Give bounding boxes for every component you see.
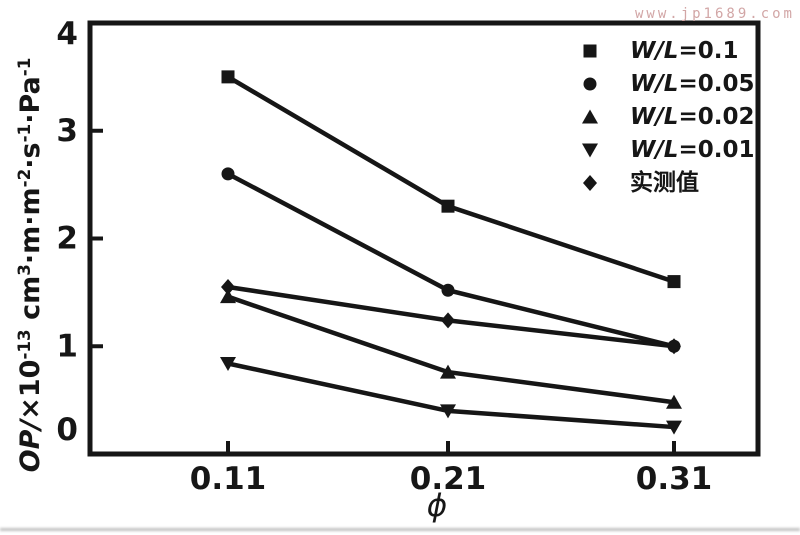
- diamond-marker: [667, 338, 681, 355]
- legend: W/L=0.1 W/L=0.05 W/L=0.02 W/L=0.01 实测值: [582, 38, 754, 196]
- series-0: [221, 70, 681, 289]
- diamond-marker: [583, 175, 597, 191]
- x-tick-label: 0.31: [636, 461, 713, 497]
- y-axis-label-part: -1: [14, 123, 34, 143]
- triangle-up-marker: [220, 289, 236, 304]
- y-axis-label-part: ·s: [15, 142, 46, 169]
- y-tick-label: 3: [56, 113, 78, 149]
- y-axis-label-part: ·m·m: [15, 187, 46, 265]
- series-line: [225, 74, 677, 284]
- y-axis-label-part: -13: [14, 329, 34, 360]
- y-tick-label: 2: [56, 221, 78, 257]
- diamond-marker: [441, 312, 455, 329]
- y-axis-label-part: OP/: [15, 419, 46, 473]
- circle-marker: [221, 167, 235, 181]
- series-2: [220, 289, 682, 409]
- legend-label: W/L=0.02: [630, 104, 754, 130]
- legend-label: W/L=0.01: [630, 137, 754, 163]
- y-tick-label: 1: [56, 328, 78, 364]
- legend-label: W/L=0.1: [630, 38, 738, 64]
- triangle-up-marker: [440, 364, 456, 379]
- circle-marker: [583, 77, 597, 91]
- y-axis-label-part: cm: [15, 275, 46, 330]
- square-marker: [583, 44, 597, 58]
- y-axis-label: OP/×10-13 cm3·m·m-2·s-1·Pa-1: [2, 3, 46, 527]
- y-tick-label: 4: [56, 16, 78, 52]
- y-tick-label: 0: [56, 412, 78, 448]
- square-marker: [221, 70, 235, 84]
- series-line: [225, 294, 677, 405]
- x-tick-label: 0.11: [190, 461, 267, 497]
- x-tick-label: 0.21: [410, 461, 487, 497]
- legend-label: 实测值: [630, 169, 699, 196]
- square-marker: [441, 199, 455, 213]
- series-3: [220, 356, 682, 435]
- axes: 0 1 2 3 4 0.11 0.21 0.31: [56, 16, 761, 497]
- square-marker: [667, 275, 681, 289]
- triangle-down-marker: [220, 356, 236, 371]
- circle-marker: [441, 283, 455, 297]
- triangle-up-marker: [582, 109, 598, 124]
- x-axis-label: ϕ: [426, 488, 448, 524]
- watermark: www.jp1689.com: [634, 6, 795, 22]
- triangle-up-marker: [666, 394, 682, 409]
- y-axis-label-part: -2: [14, 168, 34, 188]
- diamond-marker: [221, 278, 235, 295]
- y-axis-label-part: ·Pa: [15, 76, 46, 124]
- scan-artifact-line: [0, 528, 800, 531]
- y-axis-label-part: 3: [14, 264, 34, 276]
- triangle-down-marker: [582, 143, 598, 158]
- y-axis-label-part: -1: [14, 57, 34, 77]
- y-axis-label-part: ×10: [15, 359, 46, 420]
- triangle-down-marker: [440, 404, 456, 419]
- series-4: [221, 278, 681, 355]
- legend-label: W/L=0.05: [630, 71, 754, 97]
- triangle-down-marker: [666, 420, 682, 435]
